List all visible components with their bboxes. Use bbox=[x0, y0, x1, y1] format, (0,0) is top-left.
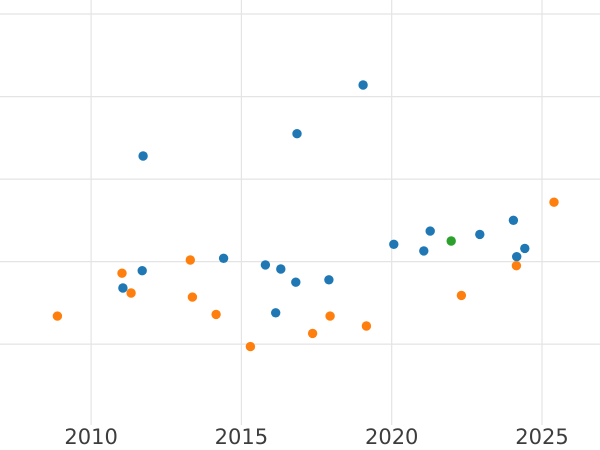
data-point-orange bbox=[511, 261, 522, 271]
data-point-green bbox=[446, 236, 456, 246]
grid-layer bbox=[0, 0, 600, 425]
data-point-orange bbox=[549, 197, 559, 207]
data-point-blue bbox=[138, 151, 148, 161]
data-point-orange bbox=[211, 309, 221, 320]
x-tick-label: 2025 bbox=[515, 425, 568, 449]
data-point-orange bbox=[307, 328, 318, 339]
x-tick-label: 2010 bbox=[64, 425, 117, 449]
data-point-blue bbox=[425, 226, 435, 236]
data-point-blue bbox=[389, 239, 399, 249]
data-point-orange bbox=[52, 311, 63, 321]
data-point-orange bbox=[245, 341, 256, 352]
data-points-layer bbox=[52, 80, 559, 352]
data-point-blue bbox=[276, 264, 286, 274]
data-point-blue bbox=[324, 275, 334, 285]
data-point-blue bbox=[512, 252, 522, 262]
data-point-blue bbox=[520, 243, 530, 254]
x-axis-tick-labels: 2010 2015 2020 2025 bbox=[64, 425, 568, 449]
data-point-blue bbox=[118, 283, 128, 293]
data-point-orange bbox=[325, 311, 335, 321]
data-point-blue bbox=[508, 215, 519, 225]
data-point-orange bbox=[126, 288, 136, 298]
data-point-blue bbox=[291, 277, 301, 287]
x-tick-label: 2020 bbox=[365, 425, 418, 449]
data-point-orange bbox=[185, 255, 195, 265]
data-point-blue bbox=[218, 253, 229, 263]
x-tick-label: 2015 bbox=[215, 425, 268, 449]
data-point-blue bbox=[137, 266, 147, 276]
data-point-blue bbox=[475, 229, 485, 240]
data-point-blue bbox=[260, 260, 271, 270]
data-point-orange bbox=[361, 321, 372, 331]
data-point-blue bbox=[271, 308, 281, 318]
data-point-blue bbox=[358, 80, 368, 90]
data-point-orange bbox=[187, 292, 198, 302]
data-point-orange bbox=[456, 290, 467, 301]
data-point-orange bbox=[117, 268, 127, 278]
data-point-blue bbox=[419, 246, 429, 256]
data-point-blue bbox=[292, 129, 302, 139]
